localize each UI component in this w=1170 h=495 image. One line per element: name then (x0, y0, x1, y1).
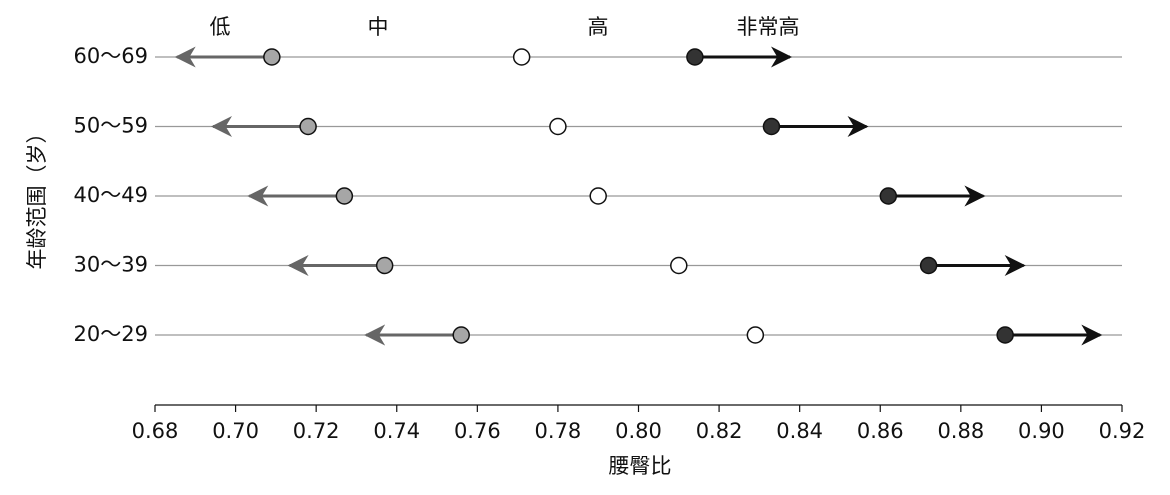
x-tick-label: 0.86 (857, 419, 904, 443)
y-tick-label: 20～29 (74, 322, 148, 346)
x-tick-label: 0.78 (535, 419, 582, 443)
dot (549, 117, 567, 136)
dot (996, 326, 1014, 344)
x-tick-label: 0.70 (212, 419, 259, 443)
zone-label: 中 (368, 15, 389, 39)
zone-label: 低 (210, 15, 231, 39)
dot (335, 187, 354, 205)
zone-label: 高 (588, 15, 609, 39)
x-tick-label: 0.90 (1018, 419, 1065, 443)
dot (919, 256, 938, 275)
x-tick-label: 0.72 (293, 419, 340, 443)
dot (762, 117, 781, 136)
y-axis-label: 年龄范围（岁） (25, 123, 49, 270)
x-tick-label: 0.80 (615, 419, 662, 443)
dot (670, 256, 688, 275)
x-tick-label: 0.68 (132, 419, 179, 443)
y-tick-label: 50～59 (74, 114, 148, 138)
dot (512, 48, 531, 66)
x-tick-label: 0.76 (454, 419, 501, 443)
x-tick-label: 0.74 (373, 419, 420, 443)
dot (686, 48, 704, 66)
y-tick-label: 30～39 (74, 253, 148, 277)
dot (299, 117, 317, 136)
dot (452, 326, 470, 344)
x-tick-label: 0.84 (776, 419, 823, 443)
y-tick-label: 40～49 (74, 183, 148, 207)
dot (589, 187, 607, 205)
dot (879, 187, 898, 205)
dot (375, 256, 394, 275)
zone-label: 非常高 (737, 15, 800, 39)
x-tick-label: 0.92 (1099, 419, 1146, 443)
x-tick-label: 0.88 (937, 419, 984, 443)
x-tick-label: 0.82 (696, 419, 743, 443)
y-tick-label: 60～69 (74, 44, 148, 68)
x-axis-label: 腰臀比 (609, 454, 672, 478)
dot (263, 48, 281, 66)
dot (746, 326, 765, 344)
